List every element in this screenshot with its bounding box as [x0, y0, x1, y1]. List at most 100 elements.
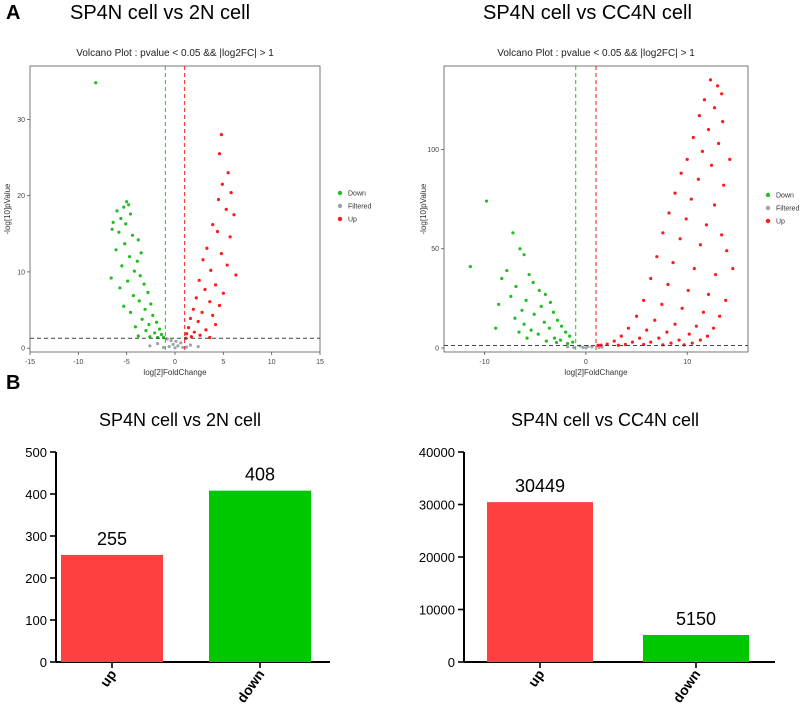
volcano-2-point-down: [505, 268, 509, 273]
volcano-1-point-down: [143, 307, 147, 311]
volcano-2-point-down: [571, 340, 575, 344]
volcano-1-point-filtered: [156, 342, 160, 346]
volcano-2-point-down: [518, 247, 522, 251]
volcano-2-point-up: [657, 336, 661, 340]
volcano-2-legend-label-down: Down: [776, 193, 794, 200]
volcano-1-point-down: [127, 255, 132, 259]
volcano-2-point-up: [642, 298, 646, 302]
volcano-2-point-down: [554, 340, 559, 345]
volcano-1-point-down: [122, 304, 126, 308]
volcano-2-point-up: [698, 338, 702, 342]
volcano-2-point-up: [665, 330, 669, 334]
volcano-1-legend-marker-filtered: [337, 203, 343, 209]
volcano-2-point-up: [720, 92, 724, 96]
volcano-1-point-up: [228, 235, 232, 239]
volcano-2-point-up: [612, 339, 616, 343]
volcano-1-point-up: [192, 330, 196, 334]
volcano-2-legend-marker-up: [765, 218, 771, 224]
volcano-1-point-up: [211, 313, 215, 317]
volcano-1-point-up: [203, 287, 207, 292]
volcano-1-y-tick-label: 30: [17, 117, 25, 124]
volcano-1-point-up: [214, 283, 218, 287]
volcano-2-point-up: [686, 288, 690, 293]
volcano-2-point-down: [543, 292, 547, 297]
volcano-2-point-filtered: [572, 346, 576, 350]
volcano-1-title: Volcano Plot : pvalue < 0.05 && |log2FC|…: [76, 48, 274, 59]
volcano-1-point-up: [220, 182, 224, 186]
volcano-1-point-up: [224, 207, 228, 211]
volcano-2-point-up: [694, 324, 698, 328]
volcano-2-point-up: [690, 341, 694, 345]
volcano-2-point-up: [661, 343, 665, 347]
bar-chart-1-category-label-down: down: [233, 667, 267, 706]
volcano-1-point-down: [151, 313, 155, 317]
volcano-2-point-up: [649, 276, 653, 281]
volcano-1-point-down: [147, 322, 151, 327]
volcano-1-point-filtered: [176, 344, 180, 348]
volcano-2-point-up: [687, 332, 691, 336]
volcano-1-point-down: [149, 302, 153, 306]
volcano-1-point-down: [128, 310, 133, 314]
volcano-2-point-down: [552, 336, 557, 340]
volcano-2-point-up: [637, 336, 642, 340]
volcano-2-point-up: [708, 78, 713, 82]
volcano-1-x-tick-label: -10: [73, 359, 83, 366]
volcano-1-point-down: [140, 317, 144, 321]
volcano-1-y-tick-label: 10: [17, 269, 25, 276]
volcano-1-x-tick-label: 5: [221, 359, 225, 366]
volcano-2-x-tick-label: 0: [584, 359, 588, 366]
volcano-2-point-down: [524, 298, 528, 302]
volcano-1-point-down: [119, 216, 123, 221]
volcano-1-point-down: [139, 251, 143, 255]
volcano-1-point-up: [204, 328, 208, 332]
volcano-2-point-up: [721, 120, 725, 124]
volcano-1-x-label: log[2]FoldChange: [143, 368, 207, 377]
volcano-1-point-up: [209, 268, 213, 272]
volcano-2-point-up: [704, 223, 709, 227]
volcano-1-point-down: [125, 200, 129, 204]
volcano-1-point-up: [221, 291, 225, 295]
volcano-1-x-tick-label: 10: [268, 359, 276, 366]
volcano-1-point-down: [127, 203, 131, 207]
volcano-2-point-down: [547, 326, 551, 330]
volcano-1-point-up: [214, 322, 218, 327]
volcano-1-point-up: [205, 246, 209, 250]
volcano-1-point-down: [133, 325, 137, 329]
volcano-1-point-up: [196, 319, 200, 324]
volcano-1-point-down: [155, 320, 159, 324]
volcano-2-legend-marker-down: [765, 192, 771, 198]
volcano-2-point-up: [731, 266, 735, 271]
volcano-2-point-filtered: [581, 345, 585, 350]
volcano-2-y-tick-label: 100: [427, 147, 439, 154]
bar-chart-2-bar-up: [487, 502, 593, 662]
volcano-1-point-up: [217, 152, 222, 156]
volcano-1-point-down: [123, 242, 127, 246]
volcano-2-point-up: [645, 328, 649, 332]
volcano-1-point-up: [197, 278, 201, 282]
volcano-1-point-up: [194, 296, 198, 300]
volcano-1-y-tick-label: 20: [17, 193, 25, 200]
volcano-1-point-down: [124, 222, 128, 226]
volcano-2-point-up: [666, 282, 670, 287]
volcano-2-point-down: [529, 328, 533, 332]
volcano-2-point-down: [566, 342, 570, 346]
volcano-2-point-up: [700, 149, 705, 154]
volcano-2-point-up: [616, 343, 620, 347]
volcano-1-point-filtered: [148, 344, 152, 348]
volcano-2-point-up: [698, 243, 702, 247]
volcano-1-point-down: [110, 227, 114, 231]
volcano-1-point-filtered: [167, 345, 171, 349]
volcano-1-legend-label-down: Down: [348, 191, 366, 198]
volcano-2-point-down: [548, 300, 553, 304]
volcano-1-point-up: [201, 258, 205, 262]
volcano-2-point-up: [705, 334, 710, 338]
bar-chart-2-value-label-up: 30449: [515, 476, 565, 496]
volcano-2-point-up: [634, 314, 639, 318]
volcano-1-point-up: [234, 273, 238, 277]
volcano-2-point-down: [511, 231, 515, 235]
volcano-1-point-down: [159, 332, 164, 337]
volcano-2-point-down: [484, 199, 489, 203]
bar-chart-1-y-tick-label: 200: [25, 571, 47, 586]
volcano-1-point-up: [215, 229, 220, 234]
volcano-1-point-up: [232, 213, 236, 217]
